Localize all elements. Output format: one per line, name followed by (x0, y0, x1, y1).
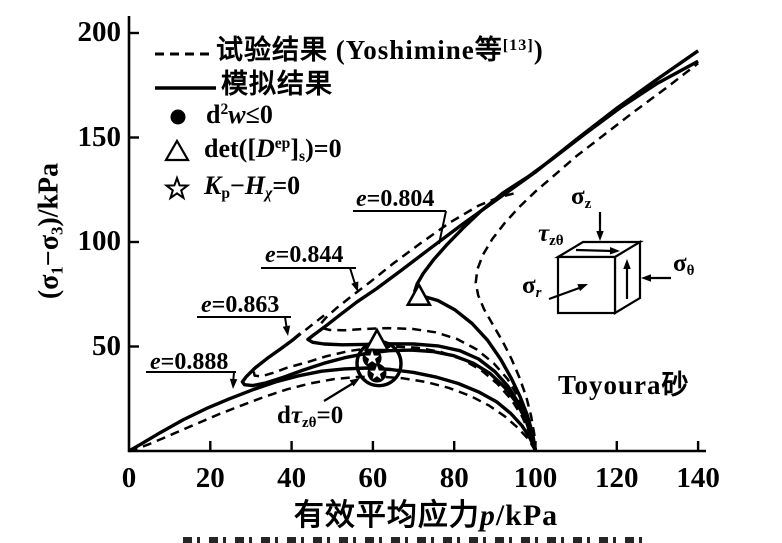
curve-label-e0844: e=0.844 (265, 242, 344, 268)
cube-label-tau-ztheta: τzθ (538, 220, 564, 250)
legend-label-experiment: 试验结果 (Yoshimine等[13]) (216, 35, 544, 65)
curve-label-e0888: e=0.888 (150, 349, 229, 375)
series-模拟结果 e=0.844 (306, 49, 700, 452)
y-tick-label: 150 (77, 120, 122, 153)
x-tick-label: 140 (676, 462, 720, 494)
x-tick-label: 100 (513, 462, 558, 494)
arrowhead (229, 378, 238, 389)
series-试验结果 e=0.804 (474, 62, 699, 452)
arrowhead (596, 231, 604, 241)
x-tick-label: 0 (121, 462, 137, 494)
arrowhead (351, 281, 359, 292)
x-tick-label: 120 (595, 462, 639, 494)
legend-symbols (155, 52, 216, 201)
cube-label-sigma-z: σz (571, 183, 592, 213)
cube-label-sigma-theta: σθ (673, 250, 695, 280)
legend-label-second-order-work: d2w≤0 (206, 100, 273, 129)
curve-label-e0804: e=0.804 (356, 186, 435, 212)
legend-label-determinant: det([Dep]s)=0 (204, 134, 342, 166)
legend-filled-circle (170, 109, 186, 125)
annotation-dtau-zero: dτzθ=0 (277, 402, 344, 432)
x-tick-label: 20 (195, 462, 225, 494)
legend-open-star (163, 174, 191, 201)
y-tick-label: 200 (77, 16, 122, 48)
arrowhead (349, 378, 360, 387)
y-axis-title: (σ1−σ3)/kPa (33, 162, 67, 300)
x-tick-label: 60 (358, 462, 388, 494)
cropped-caption-strip (183, 537, 643, 543)
series-试验结果 e=0.844 (319, 191, 537, 452)
material-label-toyoura-sand: Toyoura砂 (558, 370, 690, 400)
star-marker (369, 365, 385, 380)
arrowhead (623, 259, 631, 269)
arrowhead (641, 274, 651, 282)
triangle-marker (405, 282, 433, 307)
arrowhead (282, 325, 291, 336)
series-试验结果 e=0.888 (134, 375, 537, 452)
inset-stress-cube (548, 212, 671, 315)
cube-label-sigma-r: σr (522, 272, 542, 302)
label-leader (438, 210, 447, 245)
legend-label-simulation: 模拟结果 (221, 69, 333, 99)
x-tick-label: 80 (439, 462, 469, 494)
x-tick-label: 40 (277, 462, 307, 494)
legend-label-plastic-modulus: Kp−Hχ=0 (204, 171, 301, 203)
x-axis-title: 有效平均应力p/kPa (293, 499, 559, 532)
dtau-arrow-line (323, 381, 356, 402)
y-tick-label: 50 (92, 329, 121, 362)
arrowhead (609, 247, 620, 255)
legend-open-triangle (164, 138, 190, 162)
cube-front-face (556, 255, 617, 315)
arrowhead (577, 284, 588, 292)
instability-markers (355, 282, 433, 388)
sigma-r-arrow (548, 285, 583, 301)
star-marker (364, 350, 380, 365)
y-tick-label: 100 (77, 225, 122, 257)
triangle-marker (363, 327, 391, 352)
tau-ztheta-arrow (575, 248, 614, 253)
curve-label-e0863: e=0.863 (201, 292, 280, 318)
curve-label-leaders (146, 210, 447, 402)
series-模拟结果 e=0.863 (240, 332, 538, 452)
